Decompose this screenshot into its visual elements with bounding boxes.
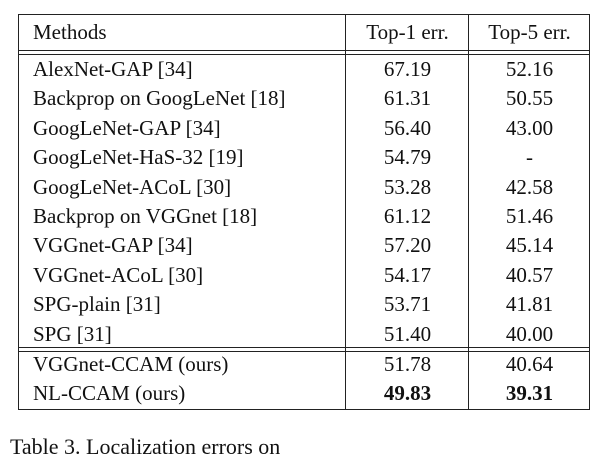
column-rule bbox=[468, 15, 469, 409]
results-table: Methods Top-1 err. Top-5 err. AlexNet-GAP [… bbox=[18, 14, 590, 410]
value-cell: 40.57 bbox=[505, 262, 554, 287]
caption: Table 3. Localization errors on bbox=[10, 434, 281, 459]
value-cell: 56.40 bbox=[383, 115, 432, 140]
value-cell: 40.00 bbox=[505, 321, 554, 346]
method-cell: SPG-plain [31] bbox=[33, 292, 161, 317]
method-cell: NL-CCAM (ours) bbox=[33, 381, 186, 406]
method-cell: GoogLeNet-HaS-32 [19] bbox=[33, 145, 244, 170]
header-rule bbox=[19, 54, 589, 55]
method-cell: GoogLeNet-GAP [34] bbox=[33, 115, 221, 140]
method-cell: SPG [31] bbox=[33, 321, 112, 346]
method-cell: Backprop on GoogLeNet [18] bbox=[33, 86, 286, 111]
value-cell: 42.58 bbox=[505, 174, 554, 199]
column-rule bbox=[345, 15, 346, 409]
method-cell: AlexNet-GAP [34] bbox=[33, 57, 193, 81]
value-cell: 50.55 bbox=[505, 86, 554, 111]
group-rule bbox=[19, 351, 589, 352]
value-cell: 49.83 bbox=[383, 381, 432, 406]
group-rule bbox=[19, 347, 589, 348]
value-cell: 54.17 bbox=[383, 262, 432, 287]
method-cell: VGGnet-CCAM (ours) bbox=[33, 352, 229, 376]
header-rule bbox=[19, 50, 589, 51]
value-cell: 53.71 bbox=[383, 292, 432, 317]
method-cell: VGGnet-GAP [34] bbox=[33, 233, 193, 258]
value-cell: - bbox=[526, 145, 533, 170]
value-cell: 52.16 bbox=[505, 57, 554, 81]
value-cell: 45.14 bbox=[505, 233, 554, 258]
value-cell: 61.12 bbox=[383, 204, 432, 228]
value-cell: 40.64 bbox=[505, 352, 554, 376]
value-cell: 54.79 bbox=[383, 145, 432, 170]
value-cell: 51.78 bbox=[383, 352, 432, 376]
header-cell: Top-5 err. bbox=[488, 20, 571, 44]
value-cell: 41.81 bbox=[505, 292, 554, 317]
method-cell: Backprop on VGGnet [18] bbox=[33, 204, 258, 228]
value-cell: 53.28 bbox=[383, 174, 432, 199]
method-cell: VGGnet-ACoL [30] bbox=[33, 262, 204, 287]
method-cell: GoogLeNet-ACoL [30] bbox=[33, 174, 232, 199]
value-cell: 57.20 bbox=[383, 233, 432, 258]
header-cell: Top-1 err. bbox=[366, 20, 449, 44]
value-cell: 51.40 bbox=[383, 321, 432, 346]
header-cell: Methods bbox=[33, 20, 107, 44]
value-cell: 43.00 bbox=[505, 115, 554, 140]
value-cell: 51.46 bbox=[505, 204, 554, 228]
value-cell: 61.31 bbox=[383, 86, 432, 111]
value-cell: 39.31 bbox=[505, 381, 554, 406]
value-cell: 67.19 bbox=[383, 57, 432, 81]
